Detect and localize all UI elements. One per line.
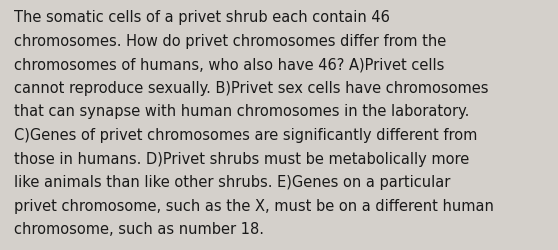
Text: those in humans. D)Privet shrubs must be metabolically more: those in humans. D)Privet shrubs must be… (14, 151, 469, 166)
Text: C)Genes of privet chromosomes are significantly different from: C)Genes of privet chromosomes are signif… (14, 128, 477, 142)
Text: chromosome, such as number 18.: chromosome, such as number 18. (14, 222, 264, 236)
Text: like animals than like other shrubs. E)Genes on a particular: like animals than like other shrubs. E)G… (14, 174, 450, 190)
Text: that can synapse with human chromosomes in the laboratory.: that can synapse with human chromosomes … (14, 104, 469, 119)
Text: chromosomes of humans, who also have 46? A)Privet cells: chromosomes of humans, who also have 46?… (14, 57, 444, 72)
Text: chromosomes. How do privet chromosomes differ from the: chromosomes. How do privet chromosomes d… (14, 34, 446, 48)
Text: The somatic cells of a privet shrub each contain 46: The somatic cells of a privet shrub each… (14, 10, 390, 25)
Text: privet chromosome, such as the X, must be on a different human: privet chromosome, such as the X, must b… (14, 198, 494, 213)
Text: cannot reproduce sexually. B)Privet sex cells have chromosomes: cannot reproduce sexually. B)Privet sex … (14, 80, 488, 96)
